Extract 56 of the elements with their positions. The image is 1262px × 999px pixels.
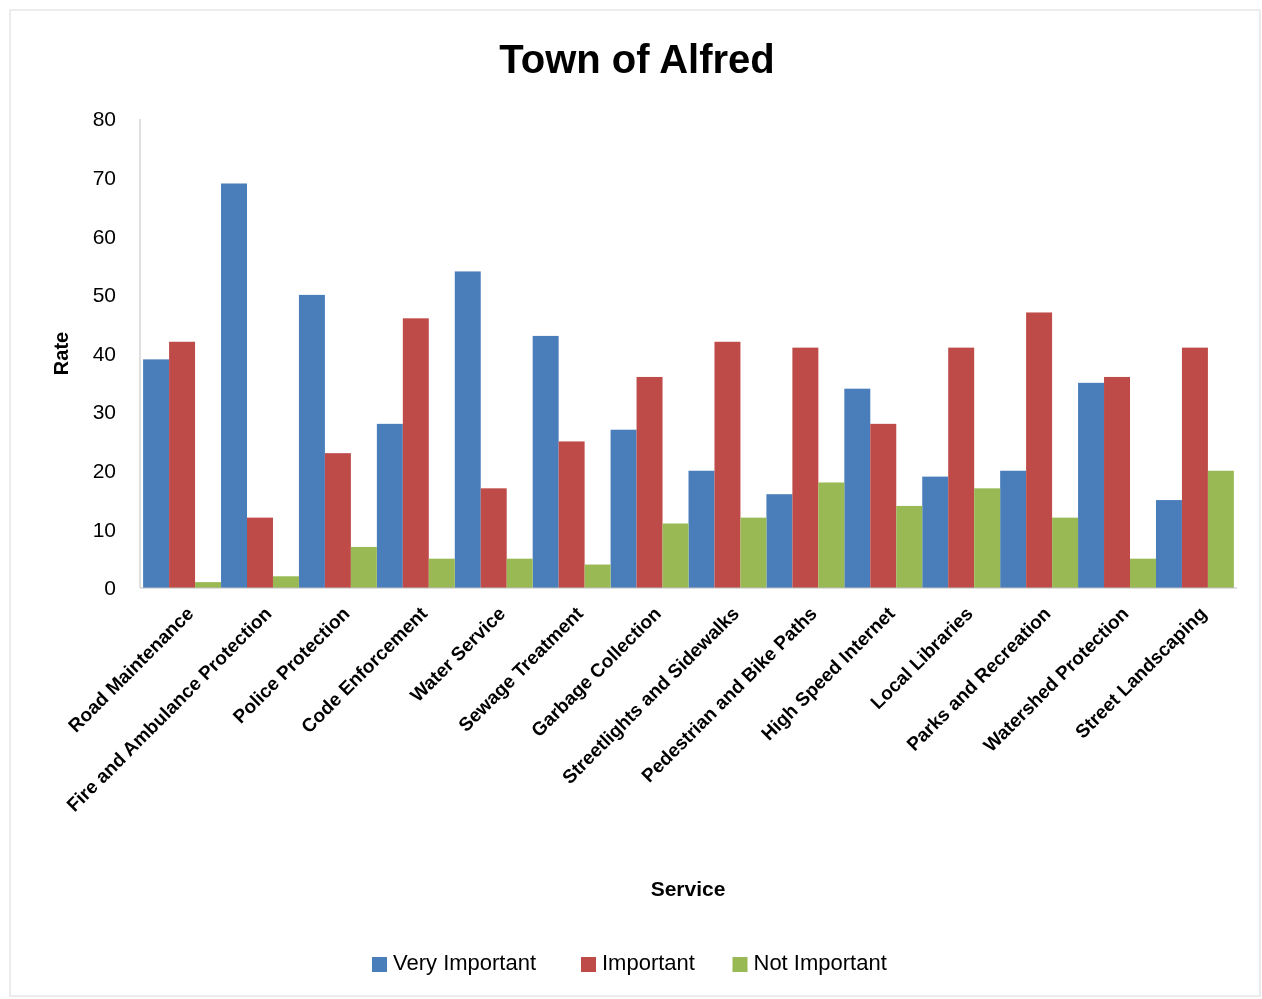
bar bbox=[402, 318, 429, 588]
bar bbox=[584, 564, 611, 588]
bar bbox=[221, 183, 247, 588]
bar bbox=[247, 517, 273, 588]
bar bbox=[766, 494, 793, 588]
bar bbox=[896, 505, 923, 588]
bar bbox=[818, 482, 845, 588]
bar bbox=[844, 388, 871, 588]
y-tick-label: 70 bbox=[92, 165, 116, 189]
y-tick-label: 30 bbox=[92, 400, 116, 424]
bar bbox=[376, 423, 403, 588]
bar bbox=[1181, 347, 1208, 588]
y-tick-label: 0 bbox=[104, 576, 116, 600]
bar bbox=[1078, 382, 1105, 588]
bar bbox=[714, 341, 741, 588]
bar bbox=[1052, 517, 1079, 588]
bar bbox=[272, 576, 299, 588]
bar bbox=[1155, 500, 1182, 588]
y-tick-label: 20 bbox=[92, 459, 116, 483]
bar bbox=[1104, 376, 1130, 588]
bar bbox=[610, 429, 637, 588]
bar bbox=[1130, 558, 1156, 588]
y-axis-title: Rate bbox=[50, 331, 72, 376]
bar bbox=[532, 335, 559, 588]
y-tick-label: 10 bbox=[92, 517, 116, 541]
bar bbox=[636, 376, 663, 588]
bar bbox=[143, 359, 170, 588]
bar bbox=[169, 341, 196, 588]
bar bbox=[870, 423, 897, 588]
bar bbox=[948, 347, 975, 588]
bar bbox=[688, 470, 715, 588]
bar bbox=[662, 523, 689, 588]
legend-label: Important bbox=[602, 949, 695, 975]
legend-label: Very Important bbox=[393, 949, 537, 975]
bar bbox=[428, 558, 455, 588]
bar bbox=[792, 347, 819, 588]
y-tick-label: 40 bbox=[92, 341, 116, 365]
bar bbox=[1026, 312, 1053, 588]
bar bbox=[298, 294, 325, 588]
bar bbox=[324, 453, 351, 588]
legend-label: Not Important bbox=[753, 949, 887, 975]
bar bbox=[350, 546, 377, 588]
bar bbox=[974, 488, 1001, 588]
chart-title: Town of Alfred bbox=[499, 37, 775, 81]
bar bbox=[740, 517, 767, 588]
bar bbox=[506, 558, 533, 588]
bar bbox=[922, 476, 949, 588]
y-tick-label: 60 bbox=[92, 224, 116, 248]
bar bbox=[480, 488, 507, 588]
bar bbox=[1000, 470, 1027, 588]
bar bbox=[558, 441, 585, 588]
bar bbox=[454, 271, 481, 588]
y-tick-label: 80 bbox=[92, 107, 116, 131]
bar bbox=[1207, 470, 1234, 588]
x-axis-title: Service bbox=[650, 877, 726, 900]
y-tick-label: 50 bbox=[92, 283, 116, 307]
